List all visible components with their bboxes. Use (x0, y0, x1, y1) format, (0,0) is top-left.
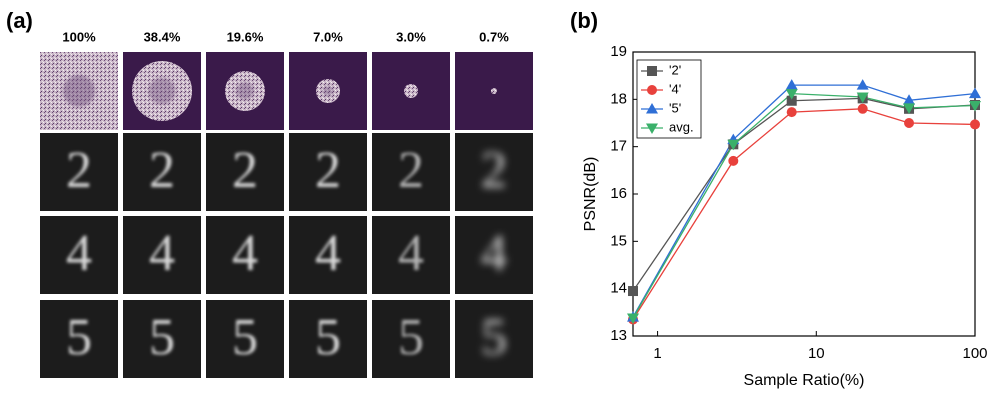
reconstruction-image (455, 300, 533, 378)
legend-marker (647, 66, 657, 76)
mask-circle (404, 84, 418, 98)
marker (969, 100, 981, 112)
y-tick-label: 19 (610, 43, 627, 60)
digit: 2 (66, 142, 92, 199)
digit: 4 (481, 225, 507, 282)
column-header: 0.7% (479, 29, 509, 44)
digit: 4 (232, 225, 258, 282)
reconstruction-image (289, 133, 367, 211)
mask-circle (491, 88, 497, 94)
reconstruction-image (455, 216, 533, 294)
mask-core (236, 82, 254, 100)
reconstruction-image (40, 133, 118, 211)
column-header: 3.0% (396, 29, 426, 44)
column-header: 38.4% (144, 29, 181, 44)
marker (785, 79, 798, 90)
marker (856, 92, 869, 103)
marker (727, 139, 740, 151)
y-tick-label: 18 (610, 90, 627, 107)
marker (728, 155, 739, 166)
panel-label: (b) (570, 8, 598, 33)
digit: 4 (315, 225, 341, 282)
digit: 2 (398, 142, 424, 199)
marker (970, 119, 980, 130)
legend-marker (646, 103, 658, 114)
y-tick-label: 14 (610, 280, 627, 297)
digit: 4 (149, 225, 175, 282)
digit: 2 (315, 142, 341, 199)
marker (856, 79, 869, 90)
y-tick-label: 17 (610, 138, 627, 155)
series-line (632, 108, 976, 320)
digit: 5 (232, 309, 258, 366)
digit: 5 (481, 309, 507, 366)
digit: 2 (149, 142, 175, 199)
x-tick-label: 10 (808, 345, 825, 362)
marker (857, 103, 868, 114)
marker (627, 313, 639, 325)
digit: 2 (232, 142, 258, 199)
legend-label: '4' (669, 81, 681, 96)
digit: 5 (66, 309, 92, 366)
reconstruction-image (206, 133, 284, 211)
reconstruction-image (123, 300, 201, 378)
mask-core (322, 85, 334, 97)
digit: 5 (149, 309, 175, 366)
marker (786, 107, 797, 118)
marker (903, 94, 916, 105)
column-header: 7.0% (313, 29, 343, 44)
marker (628, 286, 638, 297)
legend-label: avg. (669, 119, 694, 134)
reconstruction-image (40, 216, 118, 294)
legend-marker (646, 123, 658, 134)
mask-core (63, 75, 95, 107)
digit: 5 (398, 309, 424, 366)
reconstruction-image (372, 300, 450, 378)
column-header: 100% (62, 29, 96, 44)
reconstruction-image (289, 216, 367, 294)
marker (785, 89, 798, 100)
x-tick-label: 100 (962, 345, 987, 362)
panel-label: (a) (6, 8, 33, 33)
reconstruction-image (372, 133, 450, 211)
digit: 4 (398, 225, 424, 282)
legend-label: '5' (669, 100, 681, 115)
x-tick-label: 1 (653, 345, 661, 362)
marker (969, 87, 981, 99)
y-tick-label: 13 (610, 327, 627, 344)
marker (903, 103, 916, 114)
digit: 5 (315, 309, 341, 366)
reconstruction-image (123, 133, 201, 211)
reconstruction-image (455, 133, 533, 211)
panel-b: (b) 13 14 15 16 17 18 19 1 10 100 Sample Ratio(%) P… (570, 8, 988, 389)
reconstruction-image (123, 216, 201, 294)
series-line (632, 92, 976, 319)
y-tick-label: 15 (610, 232, 627, 249)
reconstruction-image (289, 300, 367, 378)
reconstruction-image (206, 300, 284, 378)
y-axis-label: PSNR(dB) (582, 157, 599, 232)
mask-core (148, 77, 176, 105)
marker (786, 95, 797, 106)
reconstruction-image (372, 216, 450, 294)
series-line (632, 84, 976, 318)
digit: 2 (481, 142, 507, 199)
panel-a: (a) 100%24538.4%24519.6%2457.0%2453.0%24… (6, 8, 533, 378)
legend-label: '2' (669, 62, 681, 77)
digit: 4 (66, 225, 92, 282)
column-header: 19.6% (227, 29, 264, 44)
y-tick-label: 16 (610, 185, 627, 202)
marker (904, 118, 915, 128)
reconstruction-image (206, 216, 284, 294)
legend-marker (647, 85, 657, 95)
x-axis-label: Sample Ratio(%) (744, 372, 865, 389)
reconstruction-image (40, 300, 118, 378)
